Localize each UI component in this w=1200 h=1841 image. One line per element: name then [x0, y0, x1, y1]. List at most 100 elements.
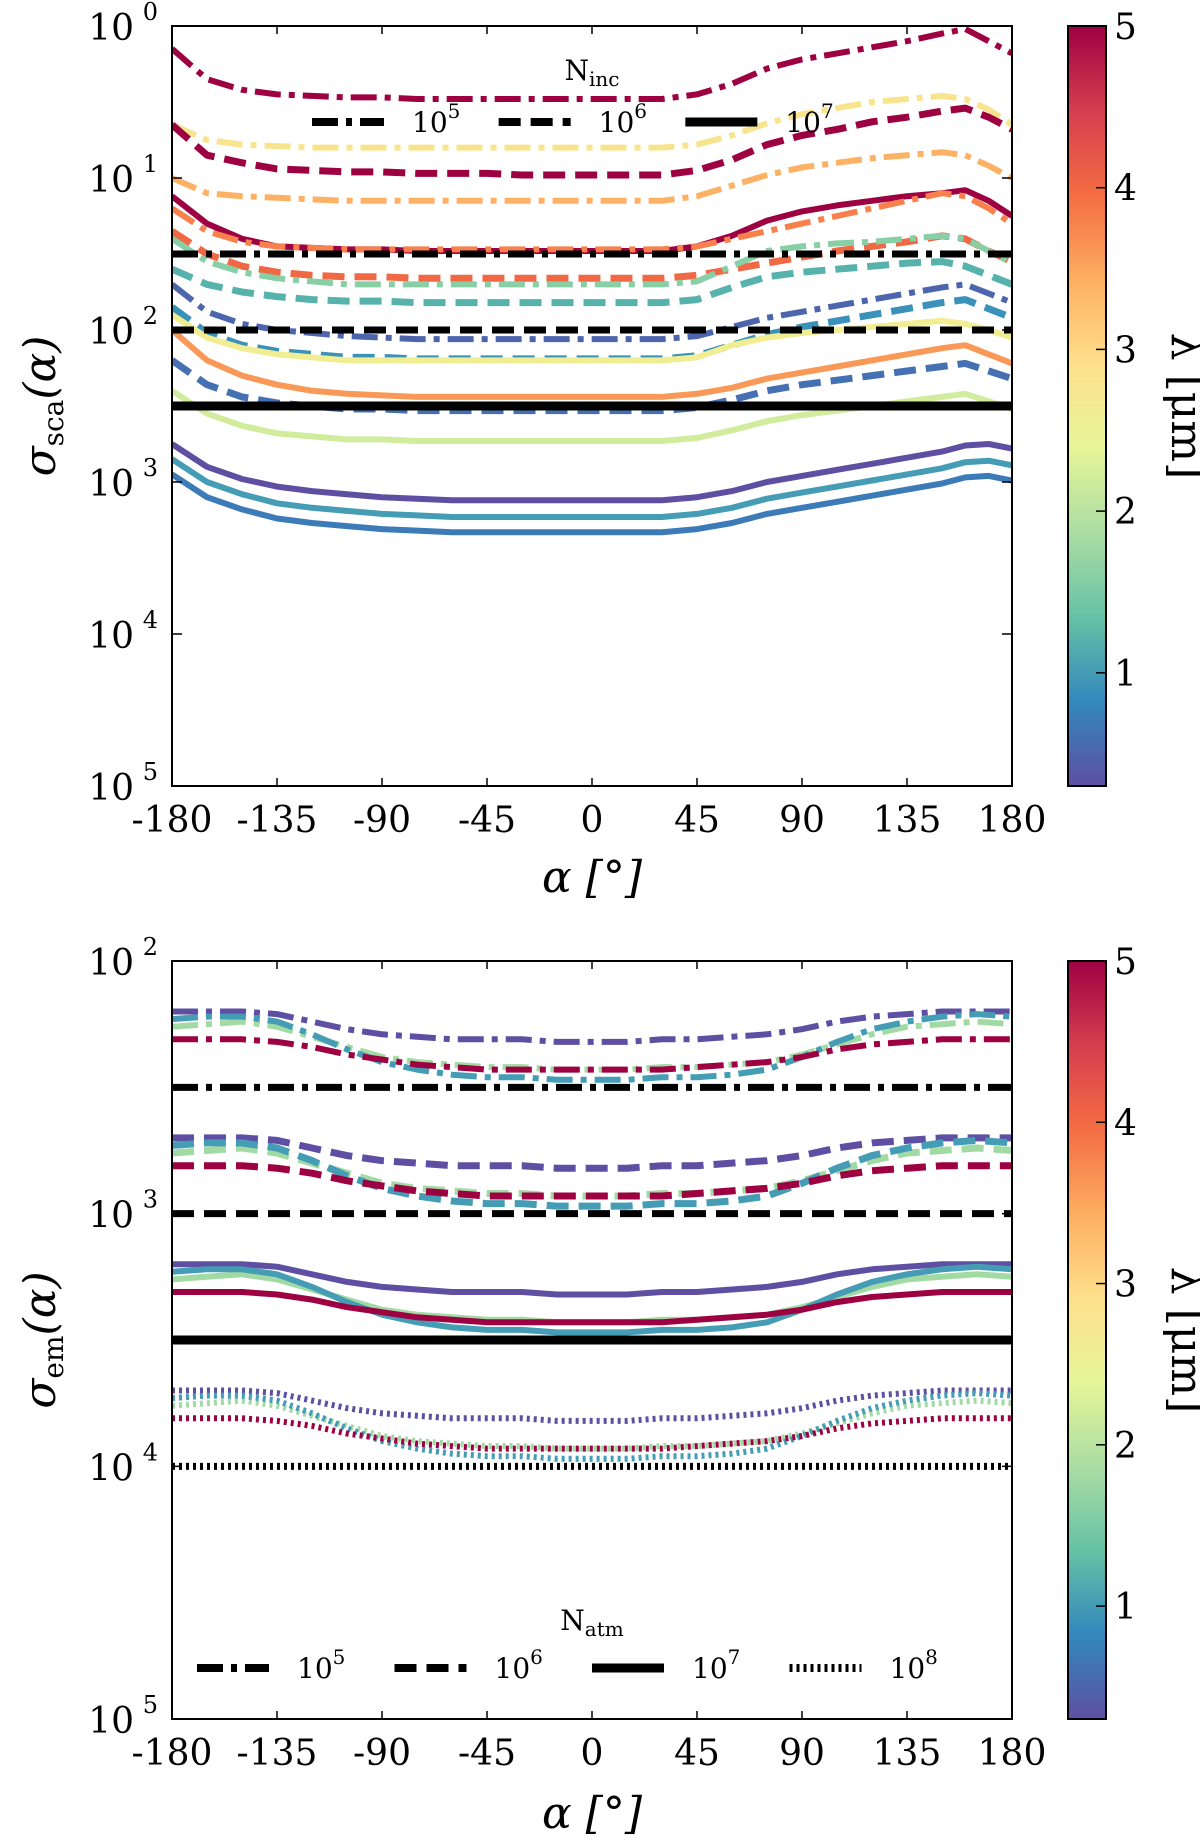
top-y-tick-label: 10	[88, 160, 134, 201]
top-series-group	[172, 26, 1012, 536]
top-colorbar-tick-label: 1	[1114, 654, 1137, 695]
top-series-line-solid	[172, 312, 1012, 364]
top-x-tick-label: 0	[581, 800, 604, 841]
bottom-x-tick-label: -135	[237, 1733, 318, 1774]
top-colorbar-gradient	[1067, 25, 1107, 787]
bottom-legend-label: 107	[692, 1645, 740, 1685]
bottom-colorbar-ticks: 1 2 3 4 5	[1096, 942, 1137, 1628]
top-reference-lines	[172, 250, 1012, 411]
bottom-y-tick-label: 10	[88, 1196, 134, 1237]
top-colorbar-tick-label: 4	[1114, 169, 1137, 210]
bottom-legend-label: 105	[297, 1645, 345, 1685]
bottom-colorbar-gradient	[1067, 960, 1107, 1720]
top-colorbar-ticks: 1 2 3 4 5	[1096, 7, 1137, 695]
top-y-tick-label: 10	[88, 768, 134, 809]
bottom-colorbar-tick-label: 3	[1114, 1265, 1137, 1306]
bottom-series-group	[172, 1008, 1012, 1462]
bottom-series-line-solid	[172, 1289, 1012, 1326]
bottom-series-line-dashdot	[172, 1018, 1012, 1073]
top-colorbar-tick-label: 3	[1114, 330, 1137, 371]
bottom-y-tick-exponent: 4	[143, 1438, 158, 1466]
bottom-colorbar: 1 2 3 4 5 λ [μm]	[1067, 942, 1200, 1720]
top-y-tick-label: 10	[88, 616, 134, 657]
top-legend: Ninc 105 106 107	[312, 54, 834, 139]
bottom-x-tick-label: -90	[353, 1733, 411, 1774]
bottom-colorbar-tick-label: 5	[1114, 942, 1137, 983]
bottom-reference-lines	[172, 1083, 1012, 1470]
top-series-line-solid	[172, 327, 1012, 400]
top-series-line-dashdot	[172, 92, 1012, 151]
bottom-y-tick-label: 10	[88, 1448, 134, 1489]
bottom-series-line-dotted	[172, 1387, 1012, 1424]
top-series-line-solid	[172, 471, 1012, 536]
top-series-line-dashdot	[172, 26, 1012, 102]
top-series-line-dashdot	[172, 190, 1012, 253]
bottom-y-tick-exponent: 2	[143, 933, 158, 961]
bottom-series-line-solid	[172, 1263, 1012, 1336]
top-legend-label: 106	[599, 99, 647, 139]
top-legend-label: 107	[785, 99, 833, 139]
bottom-series-line-dashed	[172, 1134, 1012, 1172]
bottom-legend-label: 108	[890, 1645, 938, 1685]
bottom-series-line-dashdot	[172, 1008, 1012, 1045]
top-x-tick-label: 135	[873, 800, 942, 841]
top-colorbar-tick-label: 5	[1114, 7, 1137, 48]
top-y-tick-label: 10	[88, 464, 134, 505]
top-x-tick-label: 90	[779, 800, 825, 841]
bottom-series-line-dotted	[172, 1397, 1012, 1452]
bottom-y-axis-label: σem(α)	[15, 1271, 70, 1408]
bottom-colorbar-tick-label: 4	[1114, 1103, 1137, 1144]
top-colorbar-tick-label: 2	[1114, 492, 1137, 533]
top-series-line-dashed	[172, 258, 1012, 307]
top-x-tick-label: -135	[237, 800, 318, 841]
top-legend-title: Ninc	[565, 54, 620, 91]
bottom-legend-title: Natm	[560, 1604, 623, 1641]
top-x-tick-label: -90	[353, 800, 411, 841]
bottom-x-tick-label: 180	[978, 1733, 1047, 1774]
bottom-colorbar-tick-label: 1	[1114, 1587, 1137, 1628]
top-y-tick-label: 10	[88, 312, 134, 353]
top-y-tick-exponent: 2	[143, 302, 158, 330]
top-y-tick-exponent: 4	[143, 606, 158, 634]
bottom-series-line-dashed	[172, 1162, 1012, 1200]
bottom-x-tick-label: -45	[458, 1733, 516, 1774]
bottom-y-tick-label: 10	[88, 1701, 134, 1742]
bottom-y-tick-exponent: 5	[143, 1691, 158, 1719]
bottom-series-line-dashed	[172, 1136, 1012, 1210]
bottom-y-tick-exponent: 3	[143, 1186, 158, 1214]
bottom-x-axis-label: α [°]	[542, 1788, 643, 1839]
top-x-ticks: -180 -135 -90 -45 0 45 90 135 180	[132, 26, 1047, 841]
bottom-series-line-dotted	[172, 1415, 1012, 1452]
bottom-x-tick-label: 45	[674, 1733, 720, 1774]
top-series-line-dashed	[172, 104, 1012, 179]
top-legend-items: 105 106 107	[312, 99, 834, 139]
bottom-colorbar-label: λ [μm]	[1161, 1267, 1200, 1414]
top-x-tick-label: 45	[674, 800, 720, 841]
top-colorbar-label: λ [μm]	[1161, 333, 1200, 480]
top-series-line-dashdot	[172, 232, 1012, 288]
top-x-tick-label: -45	[458, 800, 516, 841]
bottom-series-line-dotted	[172, 1390, 1012, 1462]
bottom-series-line-solid	[172, 1261, 1012, 1298]
top-x-tick-label: 180	[978, 800, 1047, 841]
top-y-tick-exponent: 1	[143, 150, 158, 178]
top-x-axis-label: α [°]	[542, 852, 643, 903]
bottom-x-tick-label: 90	[779, 1733, 825, 1774]
top-y-axis-label: σsca(α)	[15, 336, 70, 477]
top-y-tick-exponent: 5	[143, 758, 158, 786]
top-series-line-solid	[172, 441, 1012, 504]
bottom-x-tick-label: 0	[581, 1733, 604, 1774]
bottom-x-tick-label: -180	[132, 1733, 213, 1774]
top-series-line-dashed	[172, 357, 1012, 415]
top-legend-label: 105	[412, 99, 460, 139]
bottom-x-ticks: -180 -135 -90 -45 0 45 90 135 180	[132, 961, 1047, 1774]
bottom-legend-items: 105 106 107 108	[197, 1645, 938, 1685]
bottom-y-tick-label: 10	[88, 943, 134, 984]
bottom-colorbar-tick-label: 2	[1114, 1426, 1137, 1467]
top-colorbar: 1 2 3 4 5 λ [μm]	[1067, 7, 1200, 787]
